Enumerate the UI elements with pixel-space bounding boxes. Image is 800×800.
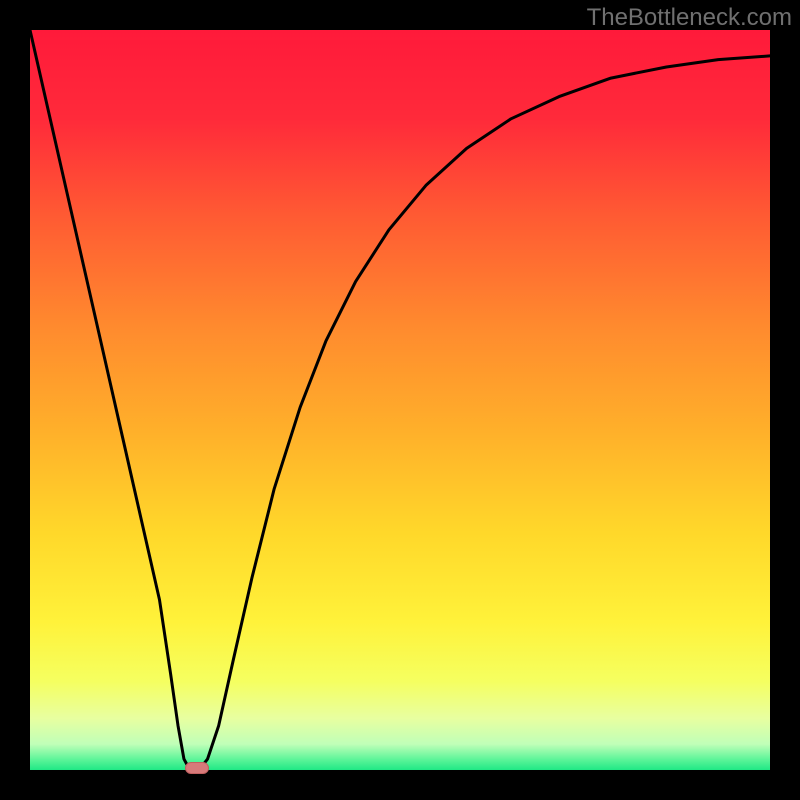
- minimum-marker: [185, 762, 209, 774]
- bottleneck-curve: [30, 30, 770, 770]
- curve-svg: [30, 30, 770, 770]
- plot-area: [30, 30, 770, 770]
- watermark-text: TheBottleneck.com: [587, 4, 792, 32]
- chart-container: TheBottleneck.com: [0, 0, 800, 800]
